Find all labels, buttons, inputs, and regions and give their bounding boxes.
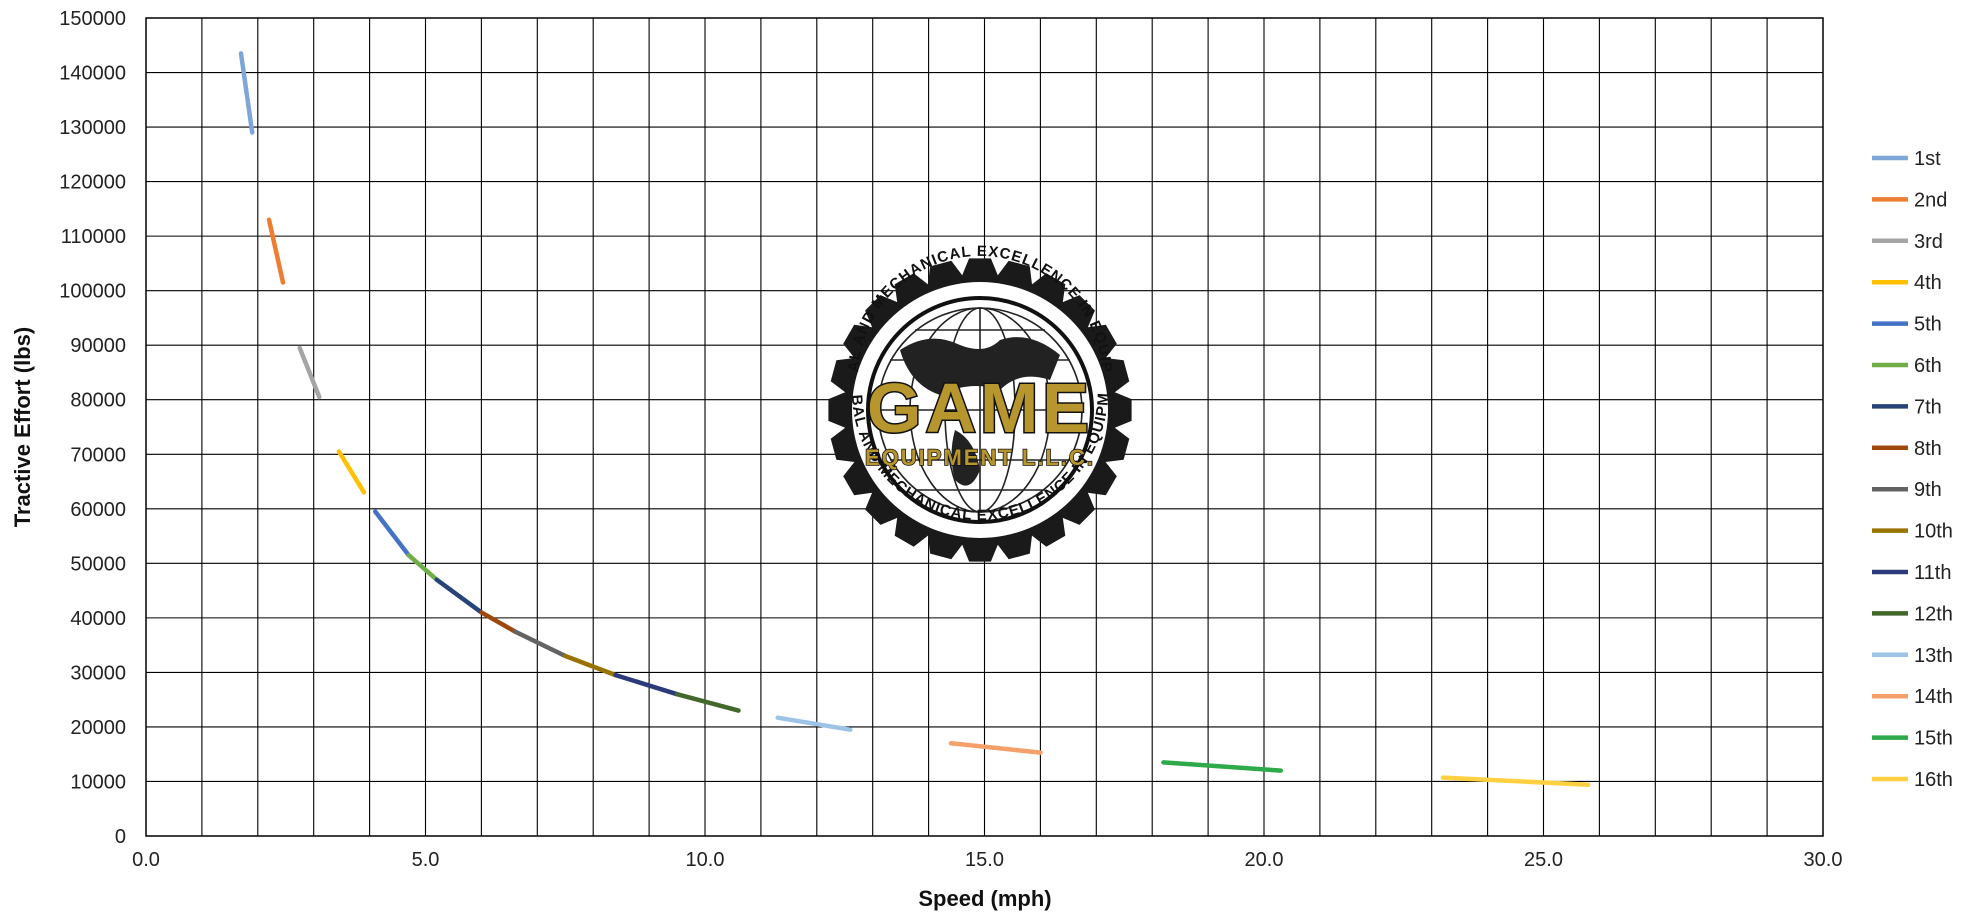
- legend-item-7th: 7th: [1872, 396, 1942, 418]
- legend-item-11th: 11th: [1872, 562, 1951, 584]
- series-line-6th: [406, 552, 439, 582]
- x-axis-ticks: 0.0 5.0 10.0 15.0 20.0 25.0 30.0: [132, 849, 1842, 871]
- y-tick-label: 60000: [70, 499, 126, 521]
- x-tick-label: 20.0: [1245, 849, 1284, 871]
- legend-item-16th: 16th: [1872, 769, 1953, 791]
- legend-label: 1st: [1914, 148, 1941, 170]
- y-tick-label: 80000: [70, 390, 126, 412]
- legend-label: 7th: [1914, 396, 1942, 418]
- plot-area: [145, 17, 1824, 837]
- series-line-11th: [613, 672, 680, 697]
- y-tick-label: 150000: [59, 8, 126, 30]
- legend-item-6th: 6th: [1872, 355, 1942, 377]
- series-line-4th: [336, 449, 367, 495]
- y-tick-label: 10000: [70, 771, 126, 793]
- series-line-5th: [372, 509, 411, 558]
- series-line-16th: [1440, 775, 1591, 787]
- series-line-3rd: [297, 345, 322, 400]
- y-tick-label: 0: [115, 826, 126, 848]
- y-tick-label: 40000: [70, 608, 126, 630]
- x-tick-label: 30.0: [1804, 849, 1843, 871]
- legend-item-3rd: 3rd: [1872, 231, 1943, 253]
- logo-name: GAME: [867, 369, 1093, 447]
- y-tick-label: 120000: [59, 172, 126, 194]
- series-line-15th: [1161, 760, 1284, 773]
- series-line-9th: [512, 629, 568, 659]
- legend-label: 14th: [1914, 686, 1953, 708]
- x-tick-label: 15.0: [965, 849, 1004, 871]
- logo-subname: EQUIPMENT L.L.C.: [865, 445, 1095, 470]
- legend-item-13th: 13th: [1872, 645, 1953, 667]
- legend-item-10th: 10th: [1872, 521, 1953, 543]
- x-tick-label: 0.0: [132, 849, 160, 871]
- series-line-7th: [434, 577, 484, 615]
- series-line-1st: [238, 51, 255, 135]
- legend-label: 5th: [1914, 314, 1942, 336]
- legend-label: 4th: [1914, 272, 1942, 294]
- globe-icon: [877, 307, 1083, 513]
- gridlines: [146, 18, 1823, 836]
- legend-item-8th: 8th: [1872, 438, 1942, 460]
- legend-item-9th: 9th: [1872, 479, 1942, 501]
- legend: 1st 2nd 3rd 4th 5th 6th 7th 8th 9th 10th 11th 12th 1…: [1872, 148, 1953, 791]
- y-tick-label: 50000: [70, 553, 126, 575]
- y-tick-label: 110000: [61, 226, 126, 248]
- legend-item-14th: 14th: [1872, 686, 1953, 708]
- series-lines: [238, 51, 1591, 787]
- legend-item-4th: 4th: [1872, 272, 1942, 294]
- series-line-13th: [775, 715, 853, 732]
- x-axis-title: Speed (mph): [918, 886, 1051, 911]
- legend-label: 15th: [1914, 728, 1953, 750]
- y-axis-title: Tractive Effort (lbs): [10, 327, 35, 527]
- y-tick-label: 100000: [59, 281, 126, 303]
- y-axis-ticks: 0 10000 20000 30000 40000 50000 60000 70000 8000…: [59, 8, 126, 848]
- legend-item-12th: 12th: [1872, 603, 1953, 625]
- legend-label: 6th: [1914, 355, 1942, 377]
- plot-border: [145, 17, 1824, 837]
- y-tick-label: 70000: [70, 444, 126, 466]
- legend-label: 3rd: [1914, 231, 1943, 253]
- legend-item-15th: 15th: [1872, 728, 1953, 750]
- y-tick-label: 130000: [59, 117, 126, 139]
- legend-label: 16th: [1914, 769, 1953, 791]
- y-tick-label: 90000: [70, 335, 126, 357]
- legend-item-5th: 5th: [1872, 314, 1942, 336]
- legend-label: 2nd: [1914, 189, 1947, 211]
- legend-label: 13th: [1914, 645, 1953, 667]
- series-line-2nd: [266, 217, 286, 285]
- y-tick-label: 30000: [70, 662, 126, 684]
- legend-label: 11th: [1914, 562, 1951, 584]
- series-line-14th: [948, 741, 1043, 755]
- x-tick-label: 25.0: [1524, 849, 1563, 871]
- x-tick-label: 10.0: [686, 849, 725, 871]
- legend-item-2nd: 2nd: [1872, 189, 1947, 211]
- y-tick-label: 140000: [59, 63, 126, 85]
- series-line-10th: [563, 653, 618, 678]
- legend-item-1st: 1st: [1872, 148, 1941, 170]
- legend-label: 8th: [1914, 438, 1942, 460]
- x-tick-label: 5.0: [412, 849, 440, 871]
- series-line-8th: [479, 610, 518, 634]
- y-tick-label: 20000: [70, 717, 126, 739]
- legend-label: 9th: [1914, 479, 1942, 501]
- legend-label: 10th: [1914, 521, 1953, 543]
- legend-label: 12th: [1914, 603, 1953, 625]
- series-line-12th: [674, 691, 741, 713]
